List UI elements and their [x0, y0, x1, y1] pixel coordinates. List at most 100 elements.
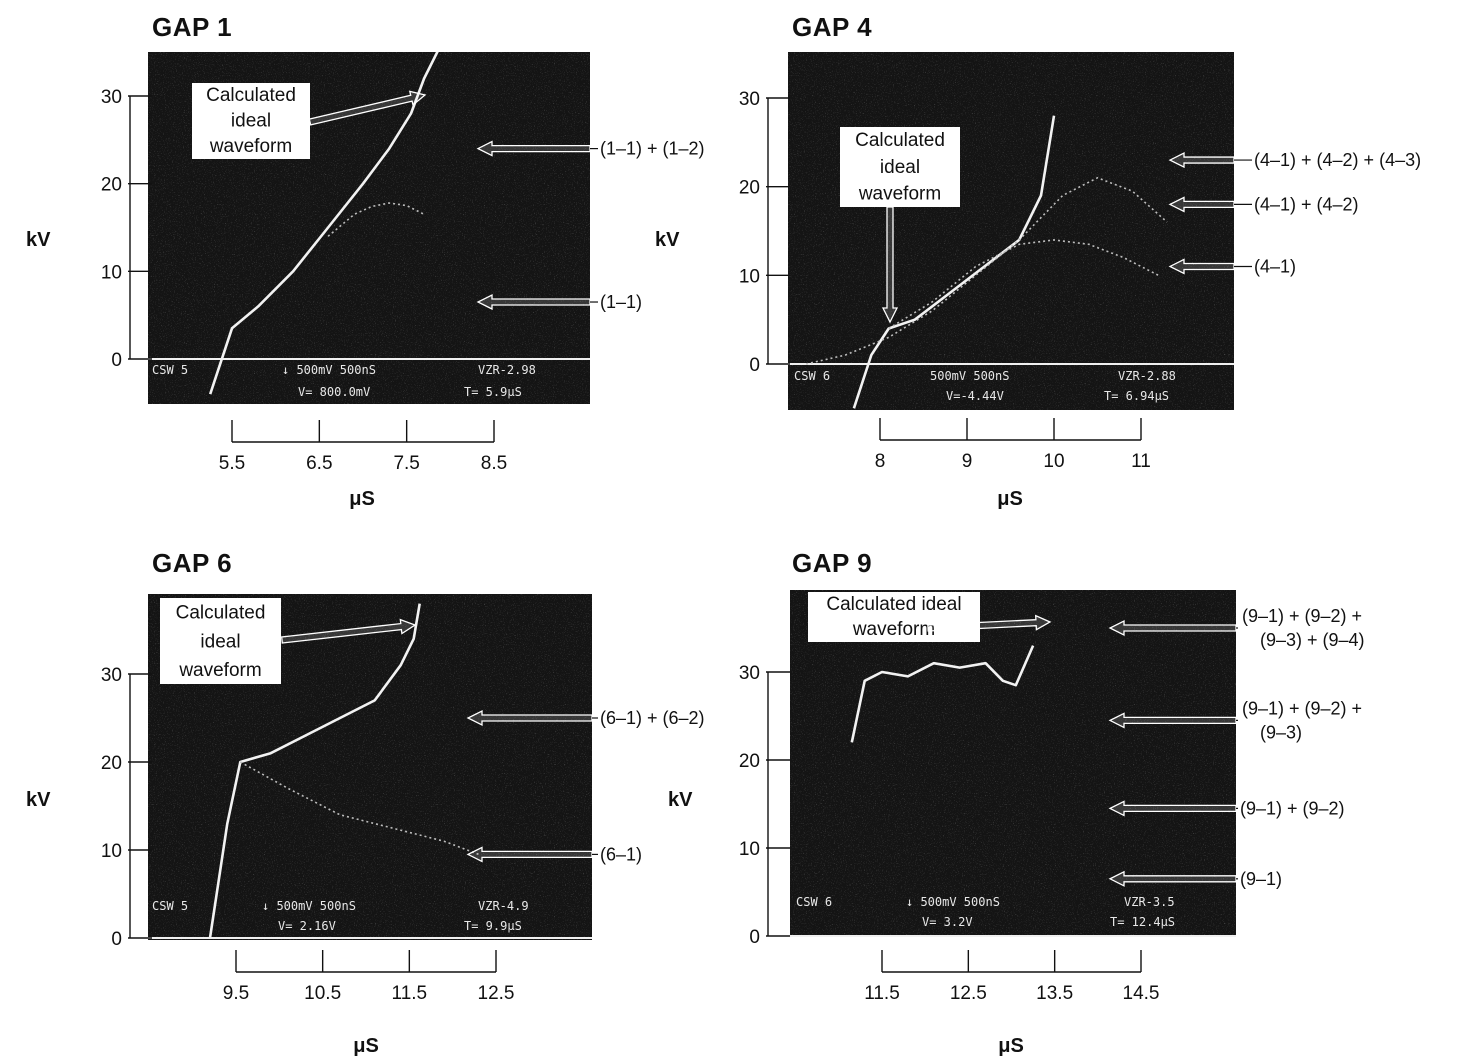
- calc-label-line: waveform: [209, 136, 292, 157]
- annotation-label: (1–1): [600, 292, 642, 312]
- osc-id: VZR-2.88: [1118, 369, 1176, 383]
- y-tick-label: 10: [101, 262, 122, 283]
- annotation-label: (9–1) + (9–2) +: [1242, 606, 1362, 626]
- calc-label-line: ideal: [231, 111, 271, 132]
- panel-title: GAP 9: [792, 548, 872, 578]
- osc-time: T= 5.9μS: [464, 385, 522, 399]
- y-tick-label: 0: [111, 929, 122, 950]
- osc-time: T= 12.4μS: [1110, 915, 1175, 929]
- annotation-label: (9–1) + (9–2): [1240, 798, 1345, 818]
- osc-scale: ↓ 500mV 500nS: [282, 363, 376, 377]
- x-tick-label: 6.5: [306, 453, 332, 474]
- osc-voltage: V=-4.44V: [946, 389, 1004, 403]
- x-axis-label: μS: [997, 488, 1023, 510]
- osc-scale: ↓ 500mV 500nS: [906, 895, 1000, 909]
- annotation-label: (9–3): [1260, 722, 1302, 742]
- annotation-arrow: [1168, 258, 1235, 275]
- series-line-1: [208, 52, 439, 395]
- y-tick-label: 10: [739, 839, 760, 860]
- x-tick-label: 10.5: [304, 983, 341, 1004]
- annotation-arrow: [1108, 619, 1237, 637]
- y-axis-label: kV: [26, 789, 51, 811]
- y-tick-label: 30: [739, 663, 760, 684]
- y-axis-label: kV: [655, 229, 680, 251]
- annotation-arrow: [466, 846, 593, 863]
- calc-label-box: [160, 598, 281, 684]
- osc-scale: 500mV 500nS: [930, 369, 1009, 383]
- annotation-label: (9–1): [1240, 869, 1282, 889]
- calc-label-line: ideal: [200, 631, 240, 652]
- panel-title: GAP 1: [152, 12, 232, 42]
- annotation-label: (9–1) + (9–2) +: [1242, 698, 1362, 718]
- x-tick-label: 8: [875, 451, 886, 472]
- osc-scale: ↓ 500mV 500nS: [262, 899, 356, 913]
- osc-id: VZR-4.9: [478, 899, 529, 913]
- series-line-2: [805, 177, 1168, 365]
- panel-gap-4: GAP 9 CSW 6 ↓ 500mV 500nS VZR-3.5 V= 3.2V T= …: [668, 548, 1365, 1057]
- y-tick-label: 20: [101, 175, 122, 196]
- y-tick-label: 30: [101, 665, 122, 686]
- osc-id: VZR-2.98: [478, 363, 536, 377]
- y-tick-label: 20: [101, 753, 122, 774]
- y-tick-label: 0: [749, 927, 760, 948]
- calc-label-line: Calculated: [855, 130, 945, 151]
- y-tick-label: 20: [739, 178, 760, 199]
- calc-label-line: Calculated: [176, 603, 266, 624]
- annotation-label: (4–1) + (4–2): [1254, 194, 1359, 214]
- y-tick-label: 0: [111, 350, 122, 371]
- panel-gap-2: GAP 4 CSW 6 500mV 500nS VZR-2.88 V=-4.44V T= …: [655, 12, 1421, 510]
- annotation-label: (4–1): [1254, 256, 1296, 276]
- y-tick-label: 30: [739, 89, 760, 110]
- osc-channel: CSW 6: [796, 895, 832, 909]
- calc-arrow: [927, 614, 1052, 632]
- annotation-label: (4–1) + (4–2) + (4–3): [1254, 150, 1421, 170]
- calc-label-line: Calculated ideal: [826, 594, 961, 615]
- x-tick-label: 14.5: [1123, 983, 1160, 1004]
- series-line-3: [888, 239, 1159, 330]
- calc-arrow: [308, 90, 427, 126]
- osc-voltage: V= 800.0mV: [298, 385, 370, 399]
- calc-label-line: waveform: [852, 619, 935, 640]
- series-line-1: [208, 603, 421, 939]
- annotation-label: (6–1) + (6–2): [600, 708, 705, 728]
- osc-readout: CSW 5 ↓ 500mV 500nS VZR-2.98 V= 800.0mV T= 5…: [152, 363, 536, 399]
- x-axis-label: μS: [998, 1035, 1024, 1057]
- annotation-label: (1–1) + (1–2): [600, 139, 705, 159]
- x-tick-label: 11.5: [392, 983, 428, 1004]
- osc-channel: CSW 6: [794, 369, 830, 383]
- series-line-1: [850, 645, 1035, 743]
- calc-label-box: [840, 127, 960, 207]
- osc-channel: CSW 5: [152, 363, 188, 377]
- screen-noise: [788, 52, 1234, 410]
- y-tick-label: 10: [739, 266, 760, 287]
- x-tick-label: 9.5: [223, 983, 249, 1004]
- osc-voltage: V= 2.16V: [278, 919, 336, 933]
- osc-channel: CSW 5: [152, 899, 188, 913]
- panel-gap-1: GAP 1 CSW 5 ↓ 500mV 500nS VZR-2.98 V= 800.0m…: [26, 12, 705, 510]
- calc-label-line: ideal: [880, 157, 920, 178]
- calc-label-line: waveform: [858, 184, 941, 205]
- annotation-arrow: [1168, 196, 1235, 213]
- panel-title: GAP 6: [152, 548, 232, 578]
- annotation-arrow: [476, 293, 591, 311]
- annotation-arrow: [1108, 712, 1237, 729]
- osc-voltage: V= 3.2V: [922, 915, 973, 929]
- x-axis-label: μS: [353, 1035, 379, 1057]
- y-axis-label: kV: [668, 789, 693, 811]
- calc-arrow: [881, 206, 899, 324]
- calc-label-line: Calculated: [206, 85, 296, 106]
- x-tick-label: 7.5: [393, 453, 419, 474]
- x-tick-label: 9: [962, 451, 973, 472]
- annotation-arrow: [1108, 800, 1237, 817]
- x-tick-label: 11: [1131, 451, 1151, 472]
- calc-arrow: [280, 618, 417, 644]
- x-tick-label: 13.5: [1036, 983, 1073, 1004]
- osc-readout: CSW 6 ↓ 500mV 500nS VZR-3.5 V= 3.2V T= 12.4μ…: [796, 895, 1175, 929]
- y-tick-label: 10: [101, 841, 122, 862]
- annotation-arrow: [466, 709, 593, 727]
- osc-time: T= 9.9μS: [464, 919, 522, 933]
- calc-label-line: waveform: [178, 660, 261, 681]
- calc-label-box: [808, 592, 980, 642]
- osc-id: VZR-3.5: [1124, 895, 1175, 909]
